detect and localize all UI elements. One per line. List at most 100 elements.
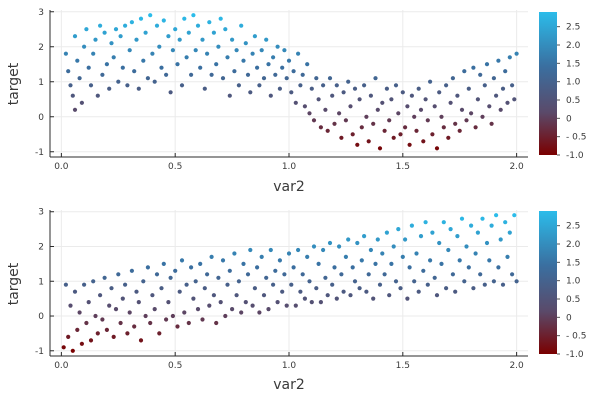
data-point <box>380 251 385 256</box>
colorbar-tick-label: 1.0 <box>566 78 581 88</box>
data-point <box>437 90 442 95</box>
data-point <box>86 300 91 305</box>
data-point <box>216 275 221 280</box>
data-point <box>252 34 257 39</box>
data-point <box>298 289 303 294</box>
data-point <box>334 83 339 88</box>
data-point <box>437 240 442 246</box>
data-point <box>84 27 89 32</box>
x-tick-label: 1.5 <box>396 162 410 172</box>
data-point <box>318 300 323 305</box>
data-point <box>198 261 203 266</box>
data-point <box>175 324 180 329</box>
data-point <box>259 254 264 259</box>
data-point <box>462 279 467 284</box>
data-point <box>220 76 226 81</box>
data-point <box>91 279 96 284</box>
data-point <box>396 111 401 116</box>
y-ticks-top: -1 0 1 2 3 <box>35 8 54 158</box>
colorbar-ticks-bottom: -1.0 - 0.5 0 0.5 1.0 1.5 2.0 2.5 <box>557 222 586 360</box>
data-point <box>261 293 267 298</box>
data-point <box>494 93 499 98</box>
data-point <box>286 58 292 63</box>
data-point <box>384 86 389 91</box>
data-point <box>264 275 269 280</box>
data-point <box>302 104 307 109</box>
data-point <box>223 27 228 32</box>
data-point <box>182 16 187 21</box>
x-tick-label: 2.0 <box>509 361 524 371</box>
y-tick-label: 2 <box>38 243 44 253</box>
data-point <box>245 72 251 77</box>
colorbar-tick-label: 0 <box>566 114 572 124</box>
data-point <box>102 30 107 35</box>
data-point <box>207 303 212 308</box>
data-point <box>316 261 321 266</box>
data-point <box>430 132 435 137</box>
data-point <box>505 100 510 105</box>
data-point <box>143 30 148 35</box>
data-point <box>63 51 68 56</box>
points-top <box>63 13 519 151</box>
data-point <box>482 282 487 287</box>
data-point <box>66 69 71 74</box>
data-point <box>459 107 465 112</box>
data-point <box>428 79 433 84</box>
data-point <box>113 307 119 312</box>
data-point <box>332 265 337 270</box>
data-point <box>157 44 162 49</box>
data-point <box>469 111 474 116</box>
data-point <box>318 125 323 130</box>
data-point <box>70 348 75 353</box>
data-point <box>248 247 253 253</box>
data-point <box>98 293 103 298</box>
data-point <box>305 62 310 67</box>
data-point <box>75 327 80 332</box>
data-point <box>82 44 87 49</box>
data-point <box>432 275 437 280</box>
data-point <box>268 93 273 98</box>
x-tick-label: 0.0 <box>54 162 69 172</box>
data-point <box>327 240 333 246</box>
data-point <box>498 107 503 112</box>
data-point <box>450 76 455 81</box>
data-point <box>286 251 292 256</box>
data-point <box>93 313 98 319</box>
data-point <box>377 282 383 287</box>
data-point <box>236 83 241 88</box>
data-point <box>159 286 164 291</box>
y-tick-label: 3 <box>38 208 44 218</box>
data-point <box>166 300 171 305</box>
data-point <box>136 300 141 305</box>
data-point <box>507 55 512 60</box>
data-point <box>387 293 392 298</box>
data-point <box>257 83 262 88</box>
data-point <box>434 293 440 298</box>
colorbar-tick-label: 0.5 <box>566 295 580 305</box>
data-point <box>334 296 339 301</box>
data-point <box>446 247 451 253</box>
data-point <box>512 213 517 218</box>
data-point <box>150 293 155 298</box>
data-point <box>298 83 303 88</box>
data-point <box>357 97 362 102</box>
data-point <box>405 104 410 109</box>
data-point <box>509 83 515 88</box>
data-point <box>380 100 385 105</box>
data-point <box>277 258 282 263</box>
data-point <box>220 258 226 263</box>
data-point <box>464 244 469 249</box>
data-point <box>148 13 153 18</box>
data-point <box>82 282 87 287</box>
data-point <box>129 268 134 273</box>
data-point <box>473 125 478 130</box>
data-point <box>125 331 130 336</box>
colorbar-tick-label: - 0.5 <box>566 332 586 342</box>
x-tick-label: 1.0 <box>282 361 297 371</box>
data-point <box>311 244 317 249</box>
data-point <box>118 34 123 39</box>
data-point <box>227 93 232 98</box>
data-point <box>457 258 462 263</box>
data-point <box>496 265 501 270</box>
y-tick-label: 1 <box>38 78 44 88</box>
